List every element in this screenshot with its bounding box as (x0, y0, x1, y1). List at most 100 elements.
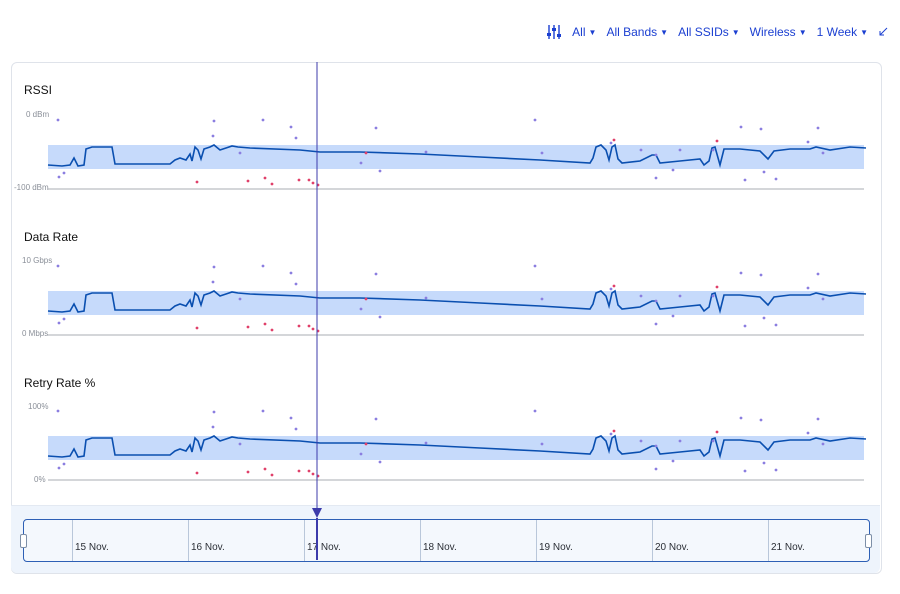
timeline-day-tick (652, 520, 653, 561)
chart-trend-line (47, 143, 867, 169)
chart-point (533, 409, 537, 413)
timeline-day-tick (420, 520, 421, 561)
navigator-right-handle[interactable] (865, 534, 872, 548)
chart-point (762, 170, 766, 174)
chart-point-alert (246, 325, 250, 329)
chart-point-alert (364, 442, 368, 446)
chart-point (212, 410, 216, 414)
chart-point (294, 282, 298, 286)
chart-point (762, 316, 766, 320)
chart-point (56, 409, 60, 413)
chart-point (654, 467, 658, 471)
chart-point-alert (311, 327, 315, 331)
chart-point (654, 153, 658, 157)
filter-connection-label: Wireless (749, 25, 796, 39)
chart-point-alert (270, 328, 274, 332)
timeline-navigator[interactable]: 15 Nov. 16 Nov. 17 Nov. 18 Nov. 19 Nov. 20 No… (23, 519, 870, 562)
chart-point (759, 273, 763, 277)
chart-point (62, 462, 66, 466)
caret-down-icon: ▼ (660, 27, 669, 37)
chart-point (806, 286, 810, 290)
chart-point-alert (612, 284, 616, 288)
chart-point-alert (311, 181, 315, 185)
filter-bands[interactable]: All Bands ▼ (606, 25, 668, 39)
chart-point-alert (297, 324, 301, 328)
chart-point (654, 322, 658, 326)
rssi-top-label: 0 dBm (26, 110, 50, 119)
chart-point (533, 118, 537, 122)
chart-point (743, 324, 747, 328)
filter-all[interactable]: All ▼ (572, 25, 596, 39)
chart-point (739, 416, 743, 420)
chart-point (816, 272, 820, 276)
chart-point-alert (263, 322, 267, 326)
chart-point-alert (270, 182, 274, 186)
timeline-day-tick (536, 520, 537, 561)
chart-point (639, 294, 643, 298)
chart-point-alert (307, 178, 311, 182)
rssi-bottom-label: -100 dBm (14, 183, 49, 192)
timeline-day-label: 15 Nov. (75, 542, 109, 553)
chart-point (759, 127, 763, 131)
chart-point (238, 151, 242, 155)
timeline-day-label: 21 Nov. (771, 542, 805, 553)
filter-ssids[interactable]: All SSIDs ▼ (678, 25, 740, 39)
timeline-day-tick (768, 520, 769, 561)
chart-point (774, 323, 778, 327)
chart-point (806, 431, 810, 435)
filter-period-label: 1 Week (816, 25, 858, 39)
chart-point (212, 265, 216, 269)
arrow-diagonal-icon[interactable] (878, 27, 888, 37)
chart-point (238, 442, 242, 446)
chart-point (540, 151, 544, 155)
chart-point (678, 294, 682, 298)
retry-chart-title: Retry Rate % (24, 376, 96, 390)
chart-point (678, 148, 682, 152)
chart-point (671, 459, 675, 463)
chart-point (57, 175, 61, 179)
chart-point-alert (715, 430, 719, 434)
caret-down-icon: ▼ (731, 27, 740, 37)
chart-point (743, 469, 747, 473)
chart-point (739, 271, 743, 275)
chart-point (378, 169, 382, 173)
chart-point (821, 297, 825, 301)
chart-point (671, 314, 675, 318)
chart-point (711, 148, 715, 152)
navigator-left-handle[interactable] (20, 534, 27, 548)
retry-top-label: 100% (28, 402, 49, 411)
datarate-bottom-label: 0 Mbps (22, 329, 49, 338)
chart-point (654, 299, 658, 303)
chart-point-alert (364, 151, 368, 155)
chart-point (424, 296, 428, 300)
chart-point-alert (246, 179, 250, 183)
chart-point (711, 294, 715, 298)
filter-connection[interactable]: Wireless ▼ (750, 25, 807, 39)
chart-point (374, 417, 378, 421)
chart-point (211, 134, 215, 138)
chart-point (56, 118, 60, 122)
chart-point (774, 177, 778, 181)
chart-point (654, 176, 658, 180)
chart-point (743, 178, 747, 182)
timeline-day-tick (304, 520, 305, 561)
chart-point-alert (715, 139, 719, 143)
datarate-chart-title: Data Rate (24, 230, 79, 244)
chart-point-alert (263, 467, 267, 471)
chart-point (711, 439, 715, 443)
chart-point-alert (612, 138, 616, 142)
chart-point-alert (307, 324, 311, 328)
timeline-day-tick (188, 520, 189, 561)
sliders-icon[interactable] (546, 24, 562, 40)
filter-period[interactable]: 1 Week ▼ (817, 25, 868, 39)
chart-point (57, 321, 61, 325)
chart-point (540, 442, 544, 446)
caret-down-icon: ▼ (588, 27, 597, 37)
chart-point (806, 140, 810, 144)
chart-point (759, 418, 763, 422)
chart-point (212, 119, 216, 123)
chart-point (211, 280, 215, 284)
chart-point (816, 417, 820, 421)
chart-point (294, 136, 298, 140)
